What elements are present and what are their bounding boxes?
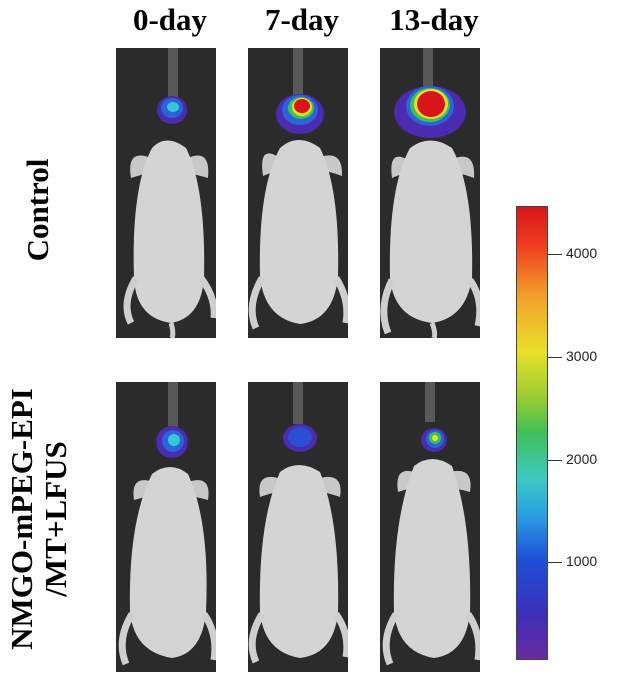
panel-control-13-day [380,48,480,338]
column-label-13-day: 13-day [389,2,479,37]
panel-treated-13-day [380,382,480,672]
colorbar-tick [548,460,562,461]
colorbar-tick-label-4000: 4000 [566,245,598,261]
colorbar-tick [548,254,562,255]
column-label-7-day: 7-day [264,2,340,37]
column-label-0-day: 0-day [132,2,208,37]
colorbar-tick-label-2000: 2000 [566,451,598,467]
panel-treated-7-day [248,382,348,672]
row-label-treated-line1: NMGO-mPEG-EPI [4,388,39,650]
colorbar-tick [548,357,562,358]
panel-control-0-day [116,48,216,338]
row-label-treated-line2: /MT+LFUS [38,441,73,597]
colorbar [516,206,548,660]
panel-treated-0-day [116,382,216,672]
colorbar-tick-label-3000: 3000 [566,348,598,364]
row-label-control-text: Control [20,158,55,262]
panel-control-7-day [248,48,348,338]
row-label-control: Control [20,120,55,300]
colorbar-tick-label-1000: 1000 [566,553,598,569]
colorbar-tick [548,562,562,563]
row-label-treated: NMGO-mPEG-EPI /MT+LFUS [4,354,73,684]
